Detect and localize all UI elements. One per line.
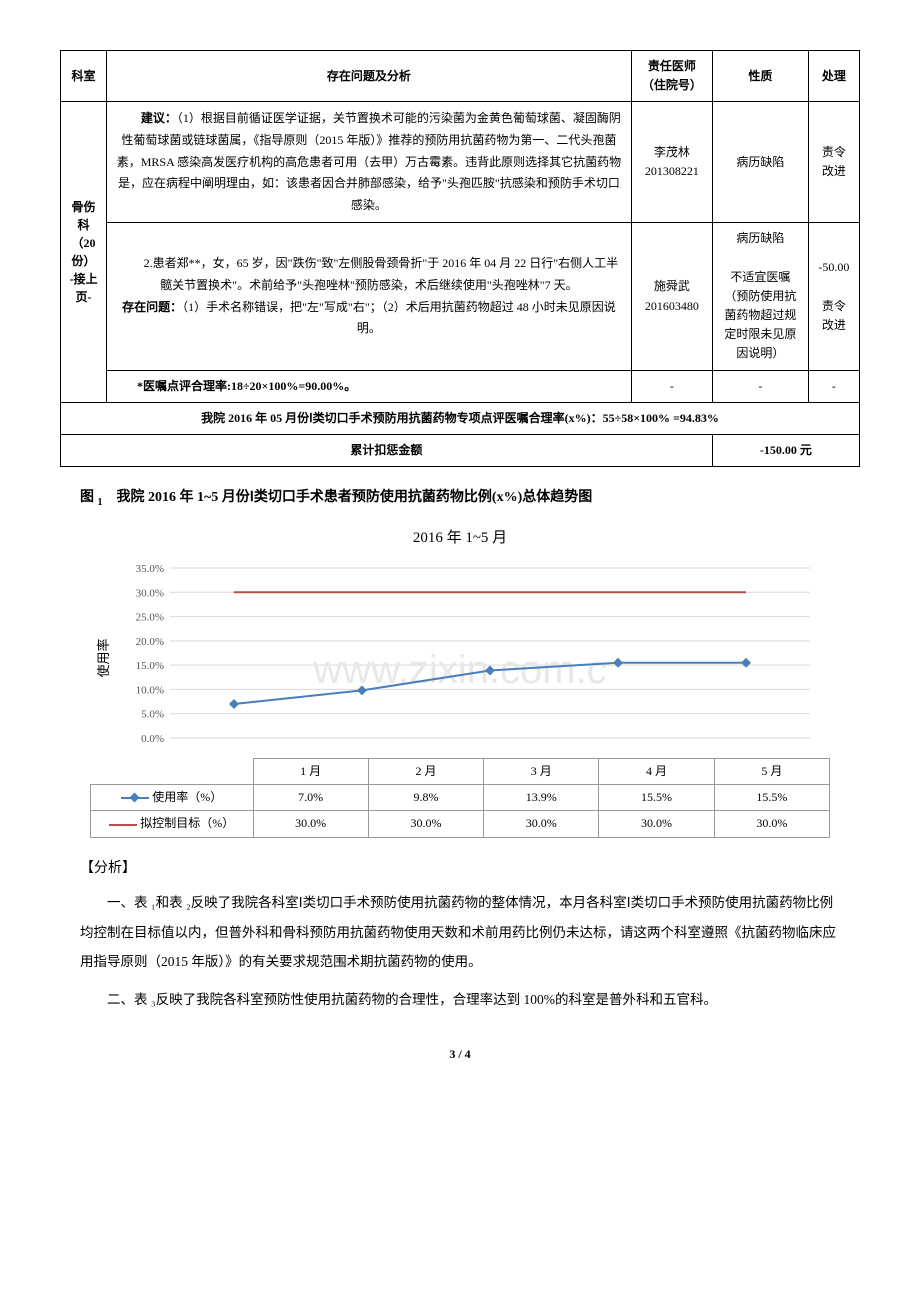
nature-cell-1: 病历缺陷 (712, 102, 808, 223)
th-action: 处理 (808, 51, 859, 102)
svg-text:0.0%: 0.0% (141, 733, 164, 745)
legend-table: 1 月 2 月 3 月 4 月 5 月 使用率（%） 7.0% 9.8% 13.… (90, 758, 830, 838)
summary-row: 我院 2016 年 05 月份Ⅰ类切口手术预防用抗菌药物专项点评医嘱合理率(x%… (61, 402, 860, 434)
action-cell-2: -50.00责令改进 (808, 223, 859, 370)
th-problem: 存在问题及分析 (106, 51, 631, 102)
penalty-row: 累计扣惩金额 -150.00 元 (61, 435, 860, 467)
line-chart: 0.0% 5.0% 10.0% 15.0% 20.0% 25.0% 30.0% 35.0% 使用… (90, 558, 830, 758)
summary-cell: 我院 2016 年 05 月份Ⅰ类切口手术预防用抗菌药物专项点评医嘱合理率(x%… (61, 402, 860, 434)
svg-text:35.0%: 35.0% (136, 563, 164, 575)
dept-cell: 骨伤科（20 份）-接上页- (61, 102, 107, 402)
svg-text:www.zixin.com.c: www.zixin.com.c (312, 648, 606, 692)
page-number: 3 / 4 (60, 1045, 860, 1064)
svg-text:20.0%: 20.0% (136, 636, 164, 648)
svg-text:15.0%: 15.0% (136, 660, 164, 672)
problem-cell-1: 建议：（1）根据目前循证医学证据，关节置换术可能的污染菌为金黄色葡萄球菌、凝固酶… (106, 102, 631, 223)
th-nature: 性质 (712, 51, 808, 102)
legend-header-row: 1 月 2 月 3 月 4 月 5 月 (91, 759, 830, 785)
table-row: 2.患者郑**，女，65 岁，因"跌伤"致"左侧股骨颈骨折"于 2016 年 0… (61, 223, 860, 370)
analysis-p1: 一、表 ₁和表 ₂反映了我院各科室Ⅰ类切口手术预防使用抗菌药物的整体情况，本月各… (80, 888, 840, 977)
chart-title: 2016 年 1~5 月 (90, 526, 830, 550)
figure-title: 图 1 我院 2016 年 1~5 月份Ⅰ类切口手术患者预防使用抗菌药物比例(x… (80, 487, 860, 511)
penalty-value: -150.00 元 (712, 435, 859, 467)
table-row: 骨伤科（20 份）-接上页- 建议：（1）根据目前循证医学证据，关节置换术可能的… (61, 102, 860, 223)
rate-cell: *医嘱点评合理率:18÷20×100%=90.00%。 (106, 370, 631, 402)
penalty-label: 累计扣惩金额 (61, 435, 713, 467)
th-doctor: 责任医师（住院号） (631, 51, 712, 102)
rate-row: *医嘱点评合理率:18÷20×100%=90.00%。 - - - (61, 370, 860, 402)
table-header-row: 科室 存在问题及分析 责任医师（住院号） 性质 处理 (61, 51, 860, 102)
svg-text:使用率: 使用率 (96, 639, 111, 678)
line-marker-icon (109, 824, 137, 826)
nature-cell-2: 病历缺陷不适宜医嘱（预防使用抗菌药物超过规定时限未见原因说明） (712, 223, 808, 370)
svg-text:10.0%: 10.0% (136, 684, 164, 696)
chart-container: 2016 年 1~5 月 0.0% 5.0% 10.0% 15.0% 20.0% 25.0… (90, 526, 830, 838)
diamond-marker-icon (121, 797, 149, 799)
svg-text:5.0%: 5.0% (141, 709, 164, 721)
svg-text:25.0%: 25.0% (136, 612, 164, 624)
doctor-cell-1: 李茂林201308221 (631, 102, 712, 223)
problem-cell-2: 2.患者郑**，女，65 岁，因"跌伤"致"左侧股骨颈骨折"于 2016 年 0… (106, 223, 631, 370)
main-table: 科室 存在问题及分析 责任医师（住院号） 性质 处理 骨伤科（20 份）-接上页… (60, 50, 860, 467)
legend-target-row: 拟控制目标（%） 30.0% 30.0% 30.0% 30.0% 30.0% (91, 811, 830, 837)
analysis-heading: 【分析】 (80, 858, 860, 880)
analysis-p2: 二、表 ₃反映了我院各科室预防性使用抗菌药物的合理性，合理率达到 100%的科室… (80, 985, 840, 1015)
doctor-cell-2: 施舜武201603480 (631, 223, 712, 370)
legend-usage-row: 使用率（%） 7.0% 9.8% 13.9% 15.5% 15.5% (91, 785, 830, 811)
th-dept: 科室 (61, 51, 107, 102)
svg-text:30.0%: 30.0% (136, 587, 164, 599)
action-cell-1: 责令改进 (808, 102, 859, 223)
